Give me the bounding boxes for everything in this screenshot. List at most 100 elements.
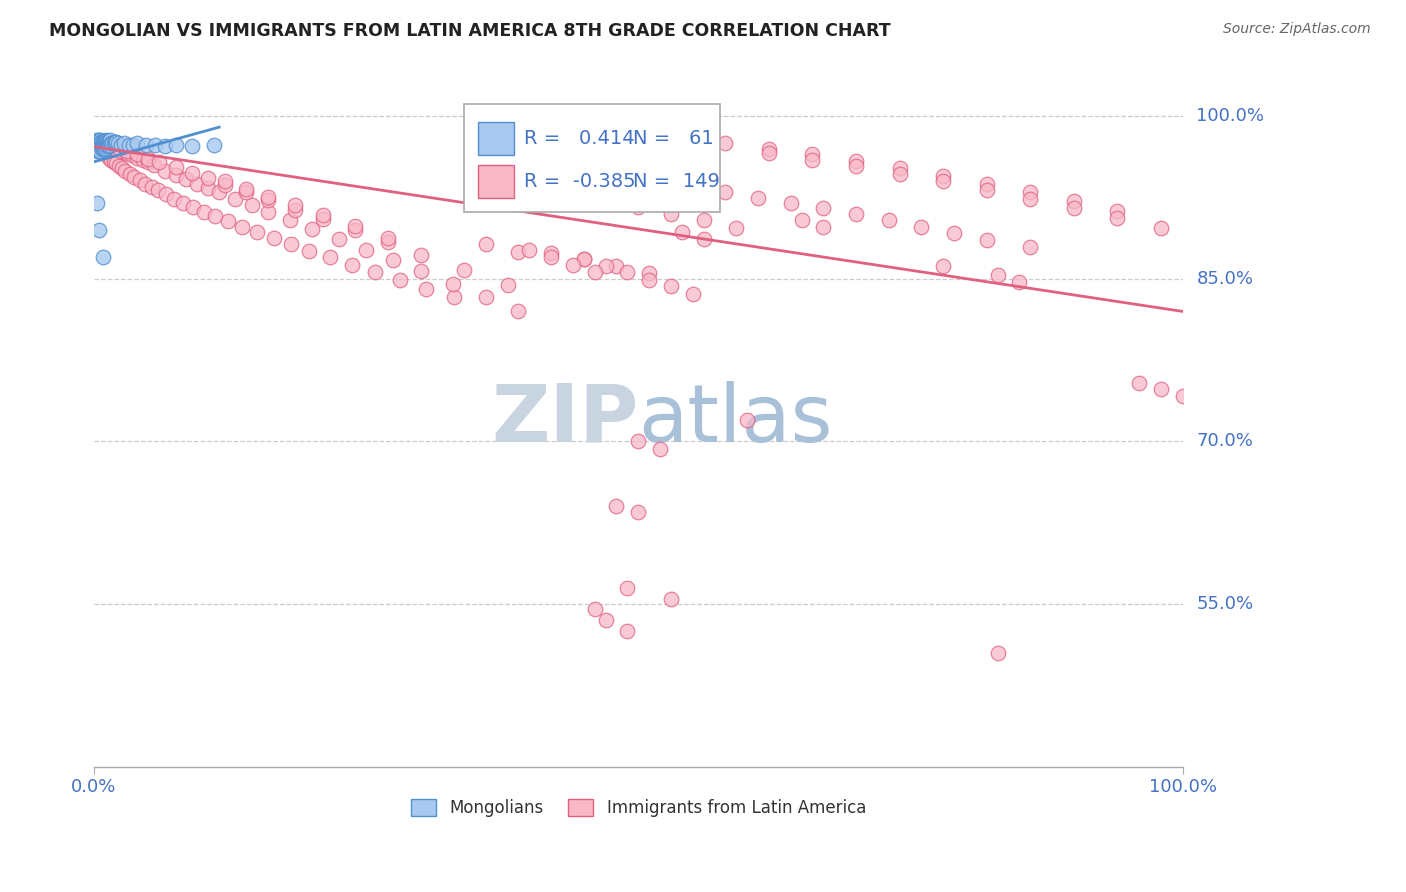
Point bbox=[134, 177, 156, 191]
Point bbox=[311, 208, 333, 222]
Point bbox=[344, 223, 367, 237]
Point bbox=[1008, 275, 1031, 289]
Point bbox=[779, 196, 801, 211]
Point bbox=[659, 591, 682, 606]
Point bbox=[692, 213, 714, 227]
Point bbox=[340, 258, 363, 272]
Point bbox=[540, 250, 562, 264]
Point bbox=[583, 602, 606, 616]
Point bbox=[127, 136, 149, 151]
Point bbox=[231, 219, 253, 234]
Point bbox=[845, 153, 868, 168]
Point bbox=[616, 581, 638, 595]
Point bbox=[84, 137, 107, 152]
Point bbox=[758, 142, 780, 156]
Point bbox=[94, 134, 117, 148]
Point bbox=[122, 137, 145, 152]
Point bbox=[165, 168, 187, 182]
Point bbox=[97, 138, 120, 153]
Point bbox=[89, 223, 111, 237]
Point bbox=[932, 174, 955, 188]
Point bbox=[138, 154, 160, 169]
Point bbox=[443, 290, 465, 304]
Point bbox=[91, 144, 114, 158]
Point bbox=[388, 273, 411, 287]
Point bbox=[101, 136, 124, 151]
Point bbox=[141, 179, 163, 194]
Point bbox=[319, 250, 342, 264]
Point bbox=[110, 144, 132, 158]
Point bbox=[100, 153, 122, 167]
Point bbox=[155, 187, 177, 202]
Point bbox=[165, 161, 187, 175]
Text: R =   0.414: R = 0.414 bbox=[524, 128, 634, 148]
Point bbox=[747, 191, 769, 205]
Point bbox=[616, 624, 638, 639]
Point bbox=[118, 167, 141, 181]
Point bbox=[84, 139, 107, 153]
Point bbox=[648, 442, 671, 456]
Point bbox=[104, 136, 127, 150]
Point bbox=[257, 189, 280, 203]
Point bbox=[240, 198, 263, 212]
Point bbox=[142, 158, 165, 172]
Point bbox=[1150, 221, 1173, 235]
Legend: Mongolians, Immigrants from Latin America: Mongolians, Immigrants from Latin Americ… bbox=[404, 793, 873, 824]
Point bbox=[181, 200, 204, 214]
Text: N =   61: N = 61 bbox=[633, 128, 714, 148]
Point bbox=[1107, 203, 1129, 218]
Point bbox=[932, 169, 955, 183]
Point bbox=[813, 202, 835, 216]
Point bbox=[89, 133, 111, 147]
Text: 70.0%: 70.0% bbox=[1197, 433, 1253, 450]
Point bbox=[87, 142, 110, 156]
Point bbox=[1171, 389, 1194, 403]
Point bbox=[86, 133, 108, 147]
Point bbox=[94, 133, 117, 147]
Point bbox=[89, 136, 111, 151]
Point bbox=[1107, 211, 1129, 226]
Point bbox=[1063, 202, 1085, 216]
Point bbox=[508, 244, 530, 259]
Point bbox=[114, 163, 136, 178]
Point bbox=[93, 134, 115, 148]
Point bbox=[89, 142, 111, 156]
Point bbox=[208, 185, 231, 199]
Point bbox=[583, 265, 606, 279]
Point bbox=[910, 219, 932, 234]
Point bbox=[976, 177, 998, 191]
Point bbox=[801, 147, 824, 161]
Point bbox=[1019, 192, 1042, 206]
Point bbox=[96, 138, 118, 153]
Point bbox=[165, 137, 187, 152]
Text: atlas: atlas bbox=[638, 381, 832, 458]
Point bbox=[659, 279, 682, 293]
Point bbox=[202, 137, 225, 152]
Text: MONGOLIAN VS IMMIGRANTS FROM LATIN AMERICA 8TH GRADE CORRELATION CHART: MONGOLIAN VS IMMIGRANTS FROM LATIN AMERI… bbox=[49, 22, 891, 40]
Point bbox=[801, 153, 824, 167]
Point bbox=[845, 159, 868, 173]
Point bbox=[364, 265, 387, 279]
Point bbox=[986, 268, 1008, 282]
Point bbox=[986, 646, 1008, 660]
Point bbox=[415, 282, 437, 296]
Point bbox=[280, 237, 302, 252]
Point bbox=[94, 137, 117, 152]
Point bbox=[115, 146, 138, 161]
Point bbox=[148, 154, 170, 169]
Point bbox=[298, 244, 321, 258]
Point bbox=[93, 137, 115, 152]
Point bbox=[284, 202, 307, 217]
Point bbox=[93, 142, 115, 156]
Point bbox=[110, 137, 132, 152]
Point bbox=[197, 171, 219, 186]
Point bbox=[627, 200, 650, 214]
Point bbox=[87, 134, 110, 148]
Point bbox=[96, 134, 118, 148]
Point bbox=[98, 133, 121, 147]
Point bbox=[104, 136, 127, 150]
Point bbox=[86, 136, 108, 151]
Point bbox=[311, 212, 333, 227]
Point bbox=[344, 219, 367, 233]
Point bbox=[301, 222, 323, 236]
